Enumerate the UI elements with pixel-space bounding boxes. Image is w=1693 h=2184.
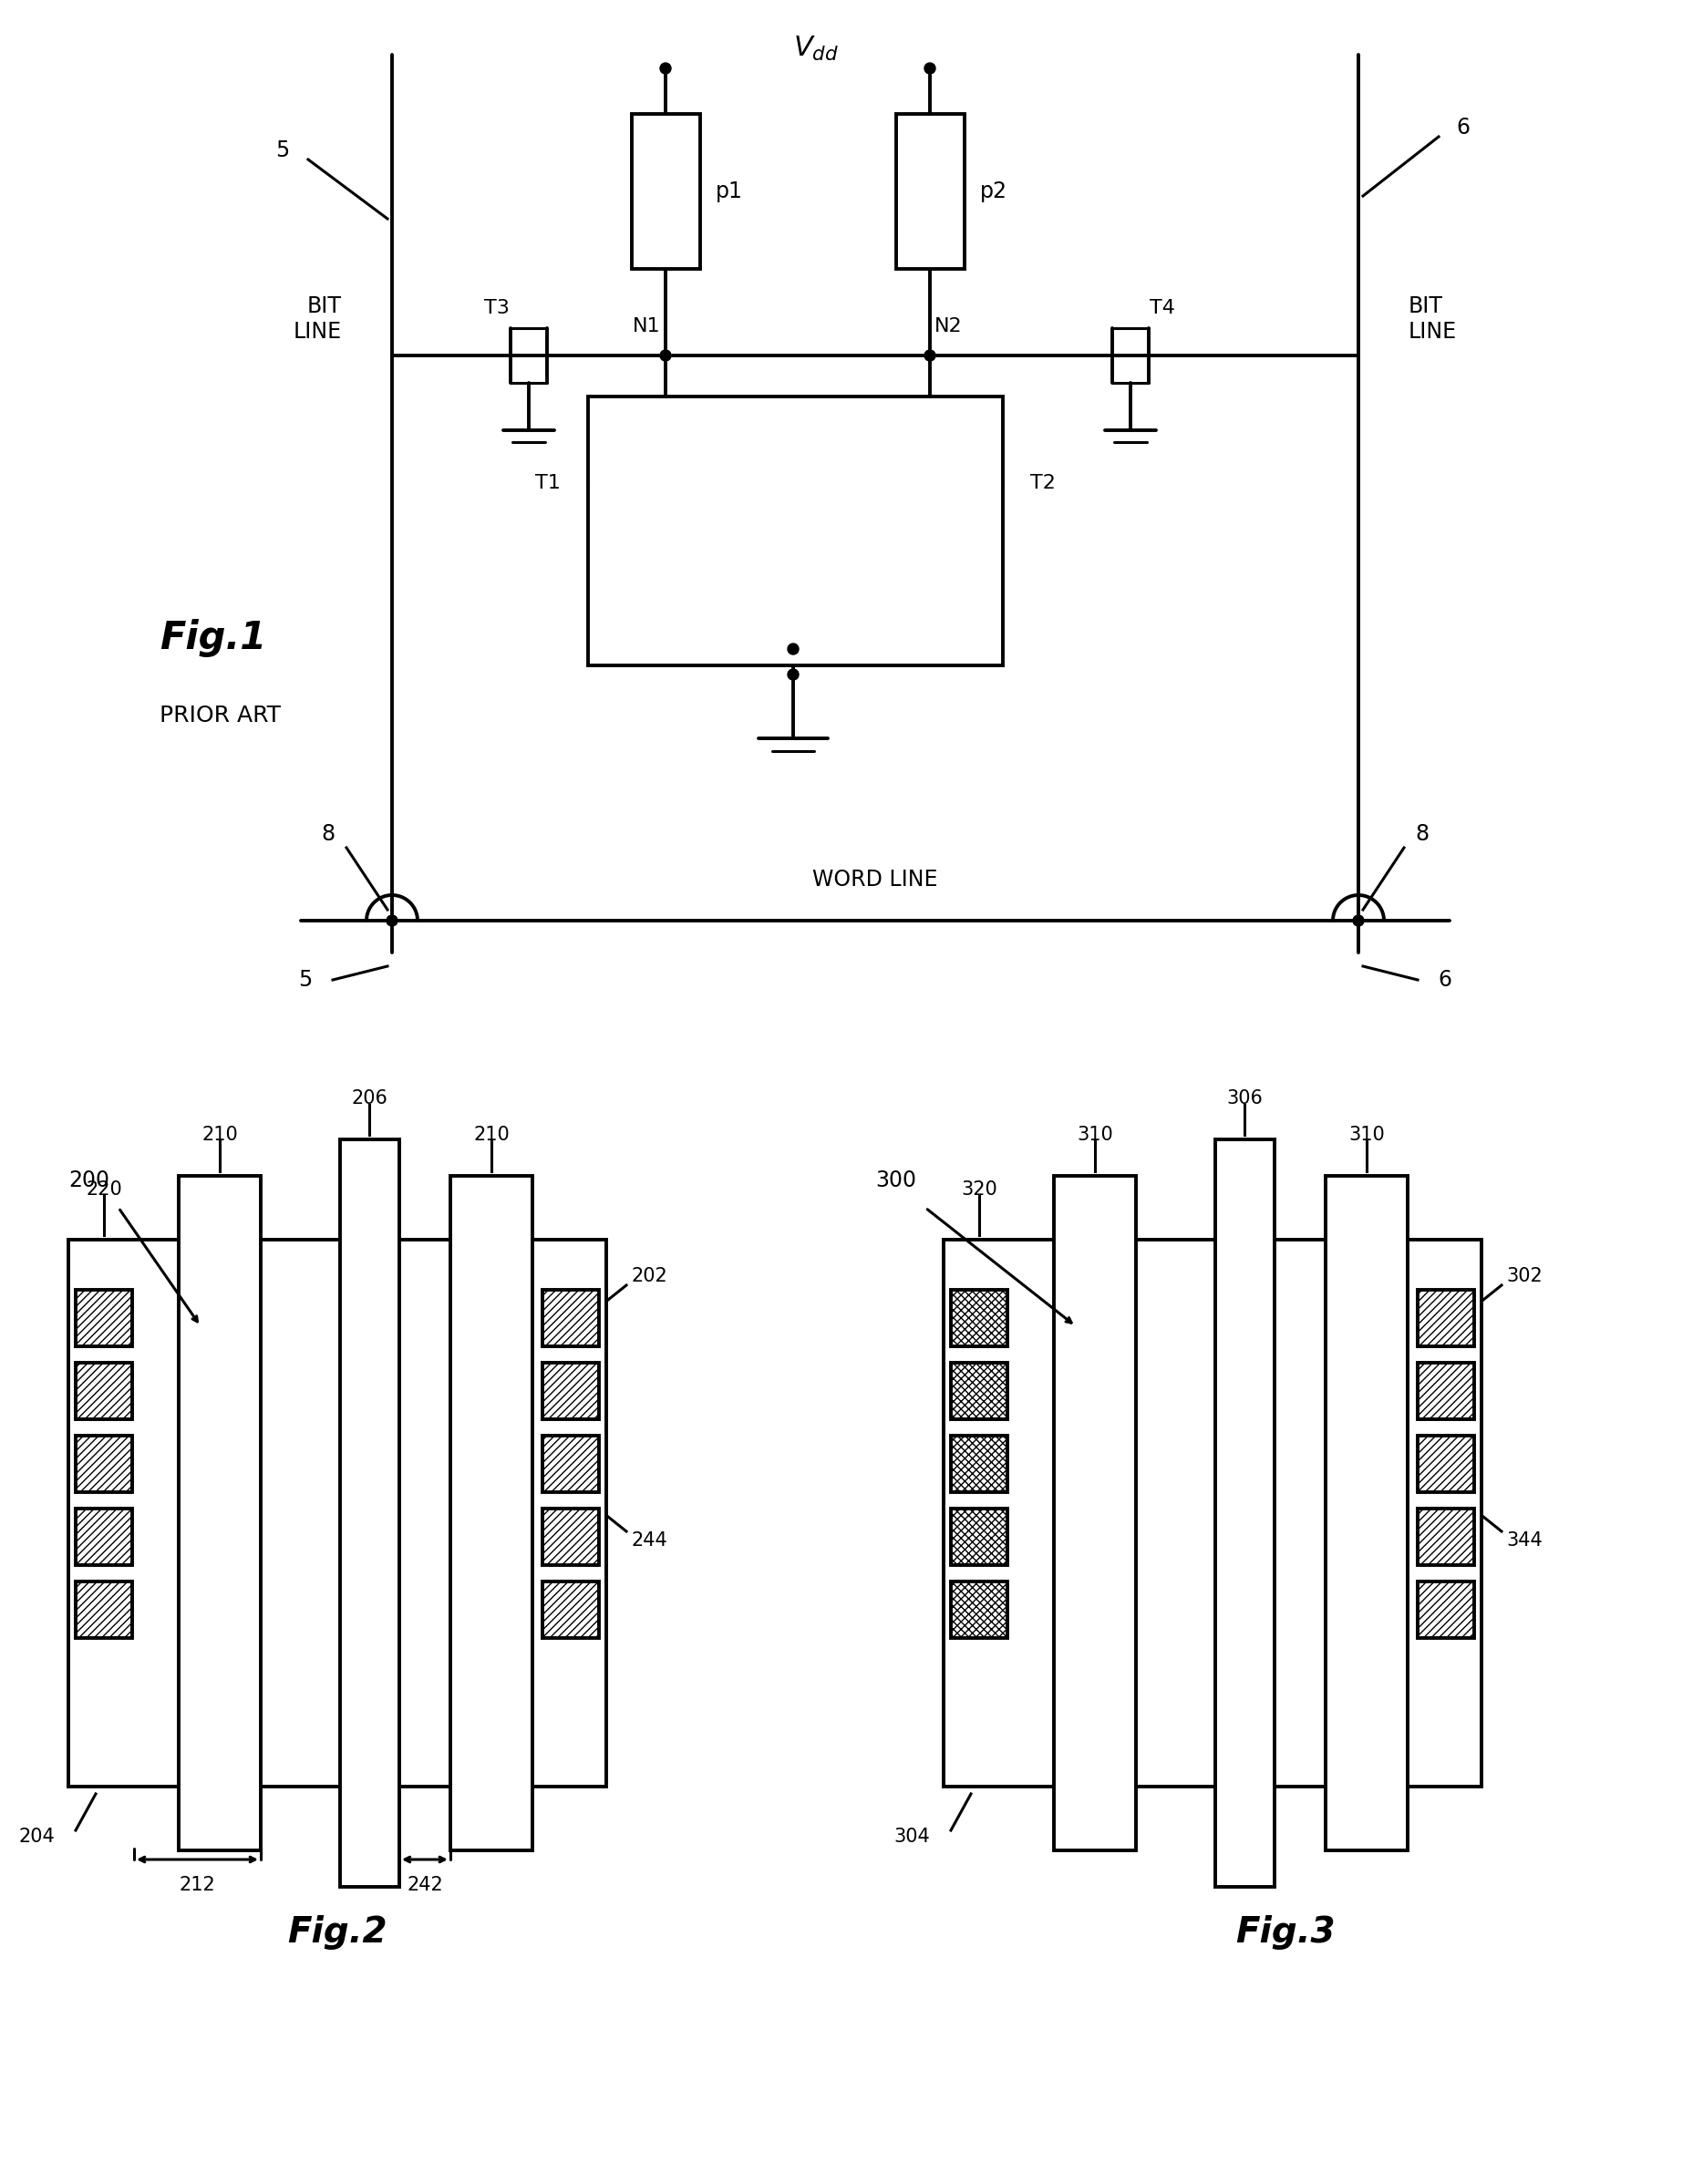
Text: WORD LINE: WORD LINE bbox=[813, 869, 938, 891]
Text: 212: 212 bbox=[179, 1876, 215, 1894]
Bar bbox=[76, 1291, 132, 1345]
Bar bbox=[450, 1175, 532, 1850]
Bar bbox=[1417, 1581, 1475, 1638]
Bar bbox=[587, 397, 1002, 666]
Bar bbox=[1417, 1363, 1475, 1420]
Text: PRIOR ART: PRIOR ART bbox=[159, 705, 281, 727]
Text: 210: 210 bbox=[472, 1125, 510, 1144]
Circle shape bbox=[1353, 915, 1365, 926]
Text: BIT
LINE: BIT LINE bbox=[293, 295, 342, 343]
Bar bbox=[951, 1363, 1007, 1420]
Bar bbox=[943, 1241, 1481, 1787]
Text: p2: p2 bbox=[980, 181, 1007, 203]
Bar bbox=[1216, 1140, 1275, 1887]
Text: 242: 242 bbox=[406, 1876, 444, 1894]
Text: Fig.1: Fig.1 bbox=[159, 618, 266, 657]
Circle shape bbox=[787, 668, 799, 679]
Text: 5: 5 bbox=[276, 140, 290, 162]
Bar bbox=[951, 1435, 1007, 1492]
Text: Fig.2: Fig.2 bbox=[288, 1915, 388, 1950]
Text: BIT
LINE: BIT LINE bbox=[1409, 295, 1458, 343]
Text: 310: 310 bbox=[1348, 1125, 1385, 1144]
Circle shape bbox=[924, 349, 936, 360]
Bar bbox=[76, 1509, 132, 1566]
Text: T1: T1 bbox=[535, 474, 560, 491]
Bar bbox=[76, 1363, 132, 1420]
Text: 8: 8 bbox=[322, 823, 335, 845]
Bar bbox=[631, 114, 701, 269]
Text: T3: T3 bbox=[484, 299, 510, 317]
Text: 302: 302 bbox=[1507, 1267, 1542, 1284]
Bar bbox=[1417, 1291, 1475, 1345]
Circle shape bbox=[660, 349, 670, 360]
Circle shape bbox=[924, 63, 936, 74]
Text: N2: N2 bbox=[935, 317, 962, 336]
Text: 6: 6 bbox=[1456, 116, 1470, 138]
Bar bbox=[76, 1581, 132, 1638]
Text: $V_{dd}$: $V_{dd}$ bbox=[792, 35, 838, 63]
Bar bbox=[1326, 1175, 1407, 1850]
Bar bbox=[1417, 1435, 1475, 1492]
Text: 306: 306 bbox=[1226, 1090, 1263, 1107]
Text: T2: T2 bbox=[1031, 474, 1056, 491]
Text: 8: 8 bbox=[1415, 823, 1429, 845]
Bar bbox=[1053, 1175, 1136, 1850]
Text: 320: 320 bbox=[962, 1179, 997, 1199]
Bar bbox=[340, 1140, 400, 1887]
Circle shape bbox=[787, 644, 799, 655]
Bar bbox=[542, 1581, 599, 1638]
Bar bbox=[179, 1175, 261, 1850]
Bar bbox=[896, 114, 965, 269]
Text: 5: 5 bbox=[298, 970, 313, 992]
Text: 220: 220 bbox=[86, 1179, 122, 1199]
Bar bbox=[68, 1241, 606, 1787]
Text: N1: N1 bbox=[633, 317, 660, 336]
Text: 6: 6 bbox=[1437, 970, 1453, 992]
Text: 206: 206 bbox=[350, 1090, 388, 1107]
Text: 304: 304 bbox=[894, 1828, 929, 1845]
Text: p1: p1 bbox=[716, 181, 743, 203]
Text: 210: 210 bbox=[201, 1125, 237, 1144]
Text: 344: 344 bbox=[1507, 1531, 1542, 1551]
Bar bbox=[951, 1509, 1007, 1566]
Text: 204: 204 bbox=[19, 1828, 54, 1845]
Text: 300: 300 bbox=[875, 1168, 916, 1190]
Circle shape bbox=[386, 915, 398, 926]
Bar bbox=[542, 1435, 599, 1492]
Bar bbox=[951, 1581, 1007, 1638]
Text: T4: T4 bbox=[1150, 299, 1175, 317]
Bar bbox=[542, 1509, 599, 1566]
Bar bbox=[542, 1291, 599, 1345]
Text: 202: 202 bbox=[631, 1267, 667, 1284]
Circle shape bbox=[660, 63, 670, 74]
Text: 244: 244 bbox=[631, 1531, 667, 1551]
Text: 310: 310 bbox=[1077, 1125, 1112, 1144]
Bar bbox=[951, 1291, 1007, 1345]
Bar bbox=[76, 1435, 132, 1492]
Bar bbox=[542, 1363, 599, 1420]
Text: Fig.3: Fig.3 bbox=[1236, 1915, 1336, 1950]
Bar bbox=[1417, 1509, 1475, 1566]
Text: 200: 200 bbox=[68, 1168, 110, 1190]
